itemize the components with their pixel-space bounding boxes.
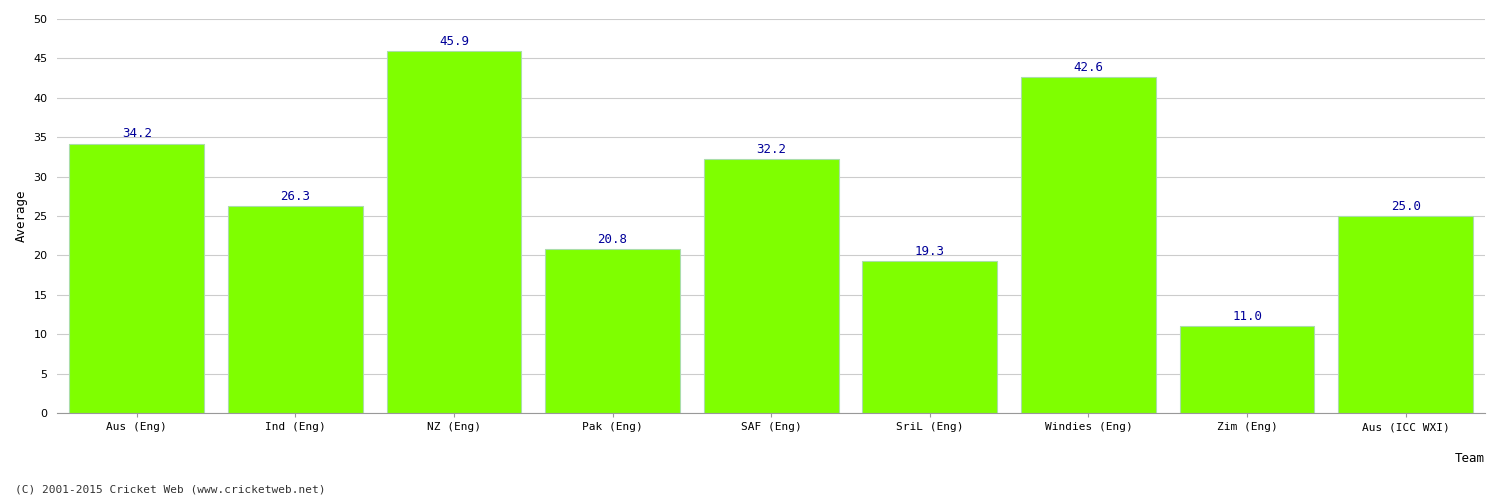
- Text: Team: Team: [1455, 452, 1485, 465]
- Bar: [387, 52, 522, 413]
- Text: 42.6: 42.6: [1074, 61, 1104, 74]
- Bar: [862, 261, 998, 413]
- Text: (C) 2001-2015 Cricket Web (www.cricketweb.net): (C) 2001-2015 Cricket Web (www.cricketwe…: [15, 485, 326, 495]
- Text: 26.3: 26.3: [280, 190, 310, 202]
- Text: 11.0: 11.0: [1232, 310, 1262, 324]
- Bar: [1022, 78, 1156, 413]
- Bar: [1179, 326, 1314, 413]
- Text: 19.3: 19.3: [915, 245, 945, 258]
- Text: 20.8: 20.8: [597, 233, 627, 246]
- Text: 34.2: 34.2: [122, 128, 152, 140]
- Bar: [228, 206, 363, 413]
- Bar: [544, 249, 680, 413]
- Bar: [704, 160, 839, 413]
- Text: 32.2: 32.2: [756, 143, 786, 156]
- Text: 25.0: 25.0: [1390, 200, 1420, 213]
- Y-axis label: Average: Average: [15, 190, 28, 242]
- Bar: [69, 144, 204, 413]
- Text: 45.9: 45.9: [440, 35, 470, 48]
- Bar: [1338, 216, 1473, 413]
